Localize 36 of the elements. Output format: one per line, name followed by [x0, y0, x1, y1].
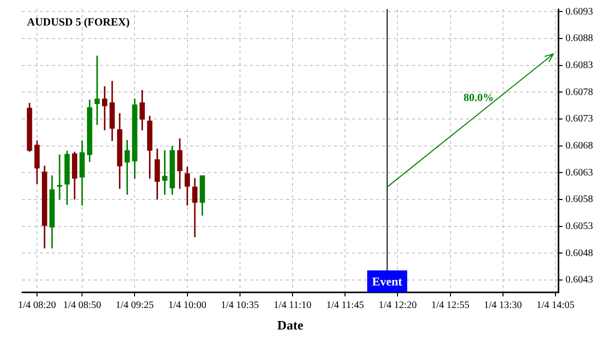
candlestick: [140, 89, 145, 132]
y-tick-label: 0.6068: [566, 140, 593, 152]
candlestick: [154, 148, 160, 200]
candlestick: [177, 138, 182, 190]
y-tick-label: 0.6073: [566, 114, 593, 125]
x-tick-label: 1/4 10:35: [220, 300, 259, 312]
candlestick: [102, 86, 108, 132]
x-tick-label: 1/4 14:05: [536, 300, 575, 312]
text: AUDUSD 5 (FOREX): [27, 16, 130, 28]
x-tick-label: 1/4 08:50: [63, 300, 102, 312]
candlestick: [162, 149, 168, 196]
candlestick: [124, 139, 130, 196]
y-tick-label: 0.6043: [566, 274, 593, 286]
y-tick-label: 0.6093: [566, 6, 593, 18]
annotation: 80.0%: [464, 92, 494, 104]
x-tick-label: 1/4 12:55: [431, 300, 470, 312]
y-tick-label: 0.6083: [566, 60, 593, 71]
x-tick-label: 1/4 09:25: [116, 300, 154, 312]
x-tick-label: 1/4 12:20: [378, 300, 417, 312]
y-tick-label: 0.6053: [566, 221, 593, 232]
x-tick-label: 1/4 08:20: [18, 300, 56, 312]
x-tick-label: 1/4 10:00: [168, 300, 206, 312]
y-tick-label: 0.6048: [566, 248, 593, 259]
y-tick-label: 0.6058: [566, 194, 593, 206]
candlestick: [192, 177, 198, 238]
candlestick: [184, 166, 190, 206]
candlestick: [94, 54, 100, 126]
x-tick-label: 1/4 11:45: [326, 300, 364, 312]
ref-line-label: Event: [372, 274, 402, 288]
y-tick-label: 0.6078: [566, 86, 593, 98]
y-tick-label: 0.6088: [566, 33, 593, 44]
candlestick: [34, 140, 40, 185]
y-tick-label: 0.6063: [566, 167, 593, 178]
x-tick-label: 1/4 11:10: [274, 300, 312, 312]
x-axis-title: Date: [277, 318, 304, 333]
x-tick-label: 1/4 13:30: [484, 300, 522, 312]
